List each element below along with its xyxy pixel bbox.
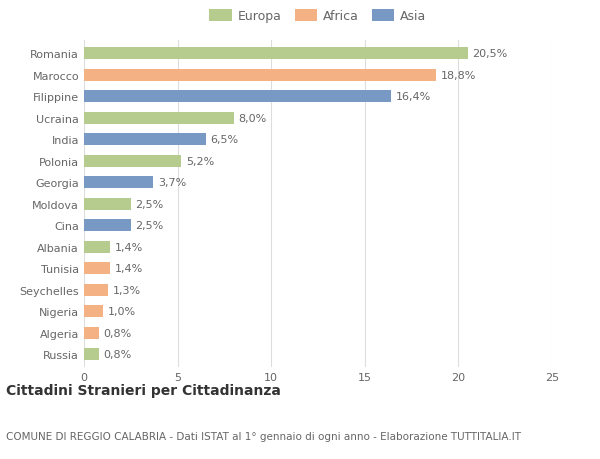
Text: 1,0%: 1,0% [107, 307, 136, 316]
Text: 6,5%: 6,5% [211, 135, 238, 145]
Text: 0,8%: 0,8% [104, 349, 132, 359]
Bar [84, 156, 181, 167]
Text: 8,0%: 8,0% [238, 113, 266, 123]
Bar [84, 177, 153, 189]
Legend: Europa, Africa, Asia: Europa, Africa, Asia [205, 5, 431, 28]
Text: 18,8%: 18,8% [440, 71, 476, 81]
Text: 0,8%: 0,8% [104, 328, 132, 338]
Bar [84, 112, 234, 124]
Text: 1,4%: 1,4% [115, 263, 143, 274]
Text: Cittadini Stranieri per Cittadinanza: Cittadini Stranieri per Cittadinanza [6, 383, 281, 397]
Text: 1,4%: 1,4% [115, 242, 143, 252]
Text: 5,2%: 5,2% [186, 157, 214, 166]
Text: COMUNE DI REGGIO CALABRIA - Dati ISTAT al 1° gennaio di ogni anno - Elaborazione: COMUNE DI REGGIO CALABRIA - Dati ISTAT a… [6, 431, 521, 441]
Bar [84, 91, 391, 103]
Text: 1,3%: 1,3% [113, 285, 141, 295]
Bar [84, 134, 206, 146]
Text: 16,4%: 16,4% [395, 92, 431, 102]
Bar [84, 263, 110, 274]
Bar [84, 327, 99, 339]
Bar [84, 48, 468, 60]
Text: 20,5%: 20,5% [472, 49, 508, 59]
Text: 2,5%: 2,5% [136, 221, 164, 231]
Bar [84, 348, 99, 360]
Bar [84, 306, 103, 317]
Bar [84, 284, 109, 296]
Bar [84, 198, 131, 210]
Text: 3,7%: 3,7% [158, 178, 186, 188]
Bar [84, 70, 436, 82]
Bar [84, 241, 110, 253]
Bar [84, 220, 131, 232]
Text: 2,5%: 2,5% [136, 199, 164, 209]
